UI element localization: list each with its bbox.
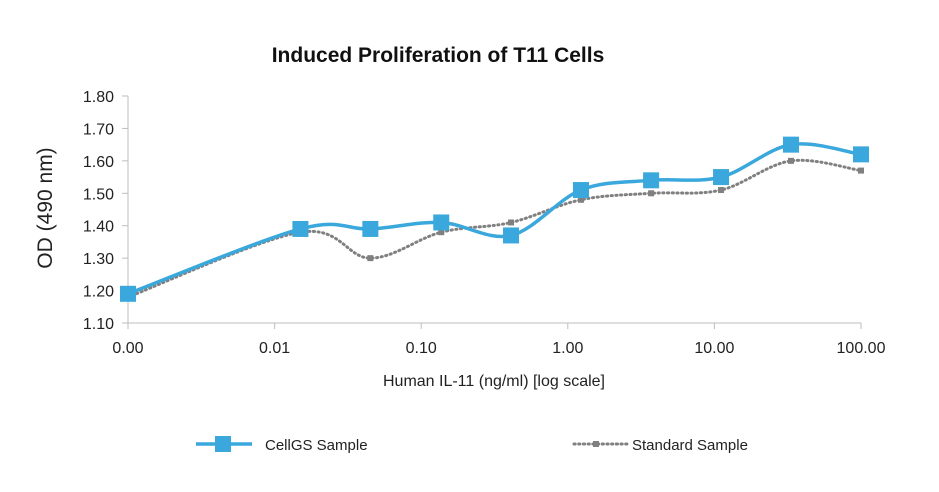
y-axis-ticks: 1.10 1.20 1.30 1.40 1.50 1.60 1.70 1.80	[83, 89, 128, 333]
y-axis-label: OD (490 nm)	[34, 147, 57, 268]
chart-title: Induced Proliferation of T11 Cells	[272, 44, 605, 67]
marker-standard-sample	[858, 167, 864, 174]
marker-cellgs-sample	[433, 214, 450, 231]
marker-standard-sample	[718, 187, 725, 194]
series-cellgs-sample	[120, 136, 869, 302]
marker-cellgs-sample	[853, 146, 869, 163]
marker-cellgs-sample	[572, 182, 589, 199]
marker-standard-sample	[508, 219, 515, 226]
y-tick-label: 1.40	[83, 219, 114, 236]
legend-item-standard: Standard Sample	[572, 437, 748, 454]
legend: CellGS Sample Standard Sample	[196, 436, 748, 454]
marker-standard-sample	[438, 229, 445, 236]
legend-item-cellgs: CellGS Sample	[196, 436, 368, 454]
legend-marker-standard	[593, 441, 599, 447]
series-standard-sample	[125, 157, 864, 301]
marker-cellgs-sample	[362, 220, 379, 237]
marker-standard-sample	[577, 196, 584, 203]
y-tick-label: 1.80	[83, 89, 114, 106]
y-tick-label: 1.70	[83, 121, 114, 138]
marker-cellgs-sample	[120, 285, 136, 302]
x-tick-label: 0.01	[259, 340, 290, 357]
series-layer	[120, 136, 869, 302]
y-tick-label: 1.20	[83, 284, 114, 301]
x-tick-label: 1.00	[552, 340, 583, 357]
legend-marker-cellgs	[215, 436, 231, 452]
x-axis-ticks: 0.00 0.01 0.10 1.00 10.00 100.00	[112, 323, 886, 357]
y-tick-label: 1.10	[83, 316, 114, 333]
y-tick-label: 1.50	[83, 186, 114, 203]
x-tick-label: 100.00	[837, 340, 886, 357]
y-tick-label: 1.60	[83, 154, 114, 171]
x-tick-label: 10.00	[694, 340, 734, 357]
legend-label-standard: Standard Sample	[632, 437, 748, 454]
x-tick-label: 0.00	[112, 340, 143, 357]
legend-label-cellgs: CellGS Sample	[265, 437, 368, 454]
marker-standard-sample	[648, 190, 655, 197]
marker-cellgs-sample	[782, 136, 799, 153]
marker-cellgs-sample	[643, 172, 660, 189]
marker-cellgs-sample	[503, 227, 520, 244]
marker-standard-sample	[787, 157, 794, 164]
x-axis-label: Human IL-11 (ng/ml) [log scale]	[383, 373, 605, 390]
y-tick-label: 1.30	[83, 251, 114, 268]
line-cellgs-sample	[126, 142, 863, 296]
marker-cellgs-sample	[292, 220, 309, 237]
x-tick-label: 0.10	[406, 340, 437, 357]
marker-standard-sample	[367, 255, 374, 262]
line-standard-sample	[126, 158, 863, 299]
marker-cellgs-sample	[713, 169, 730, 186]
